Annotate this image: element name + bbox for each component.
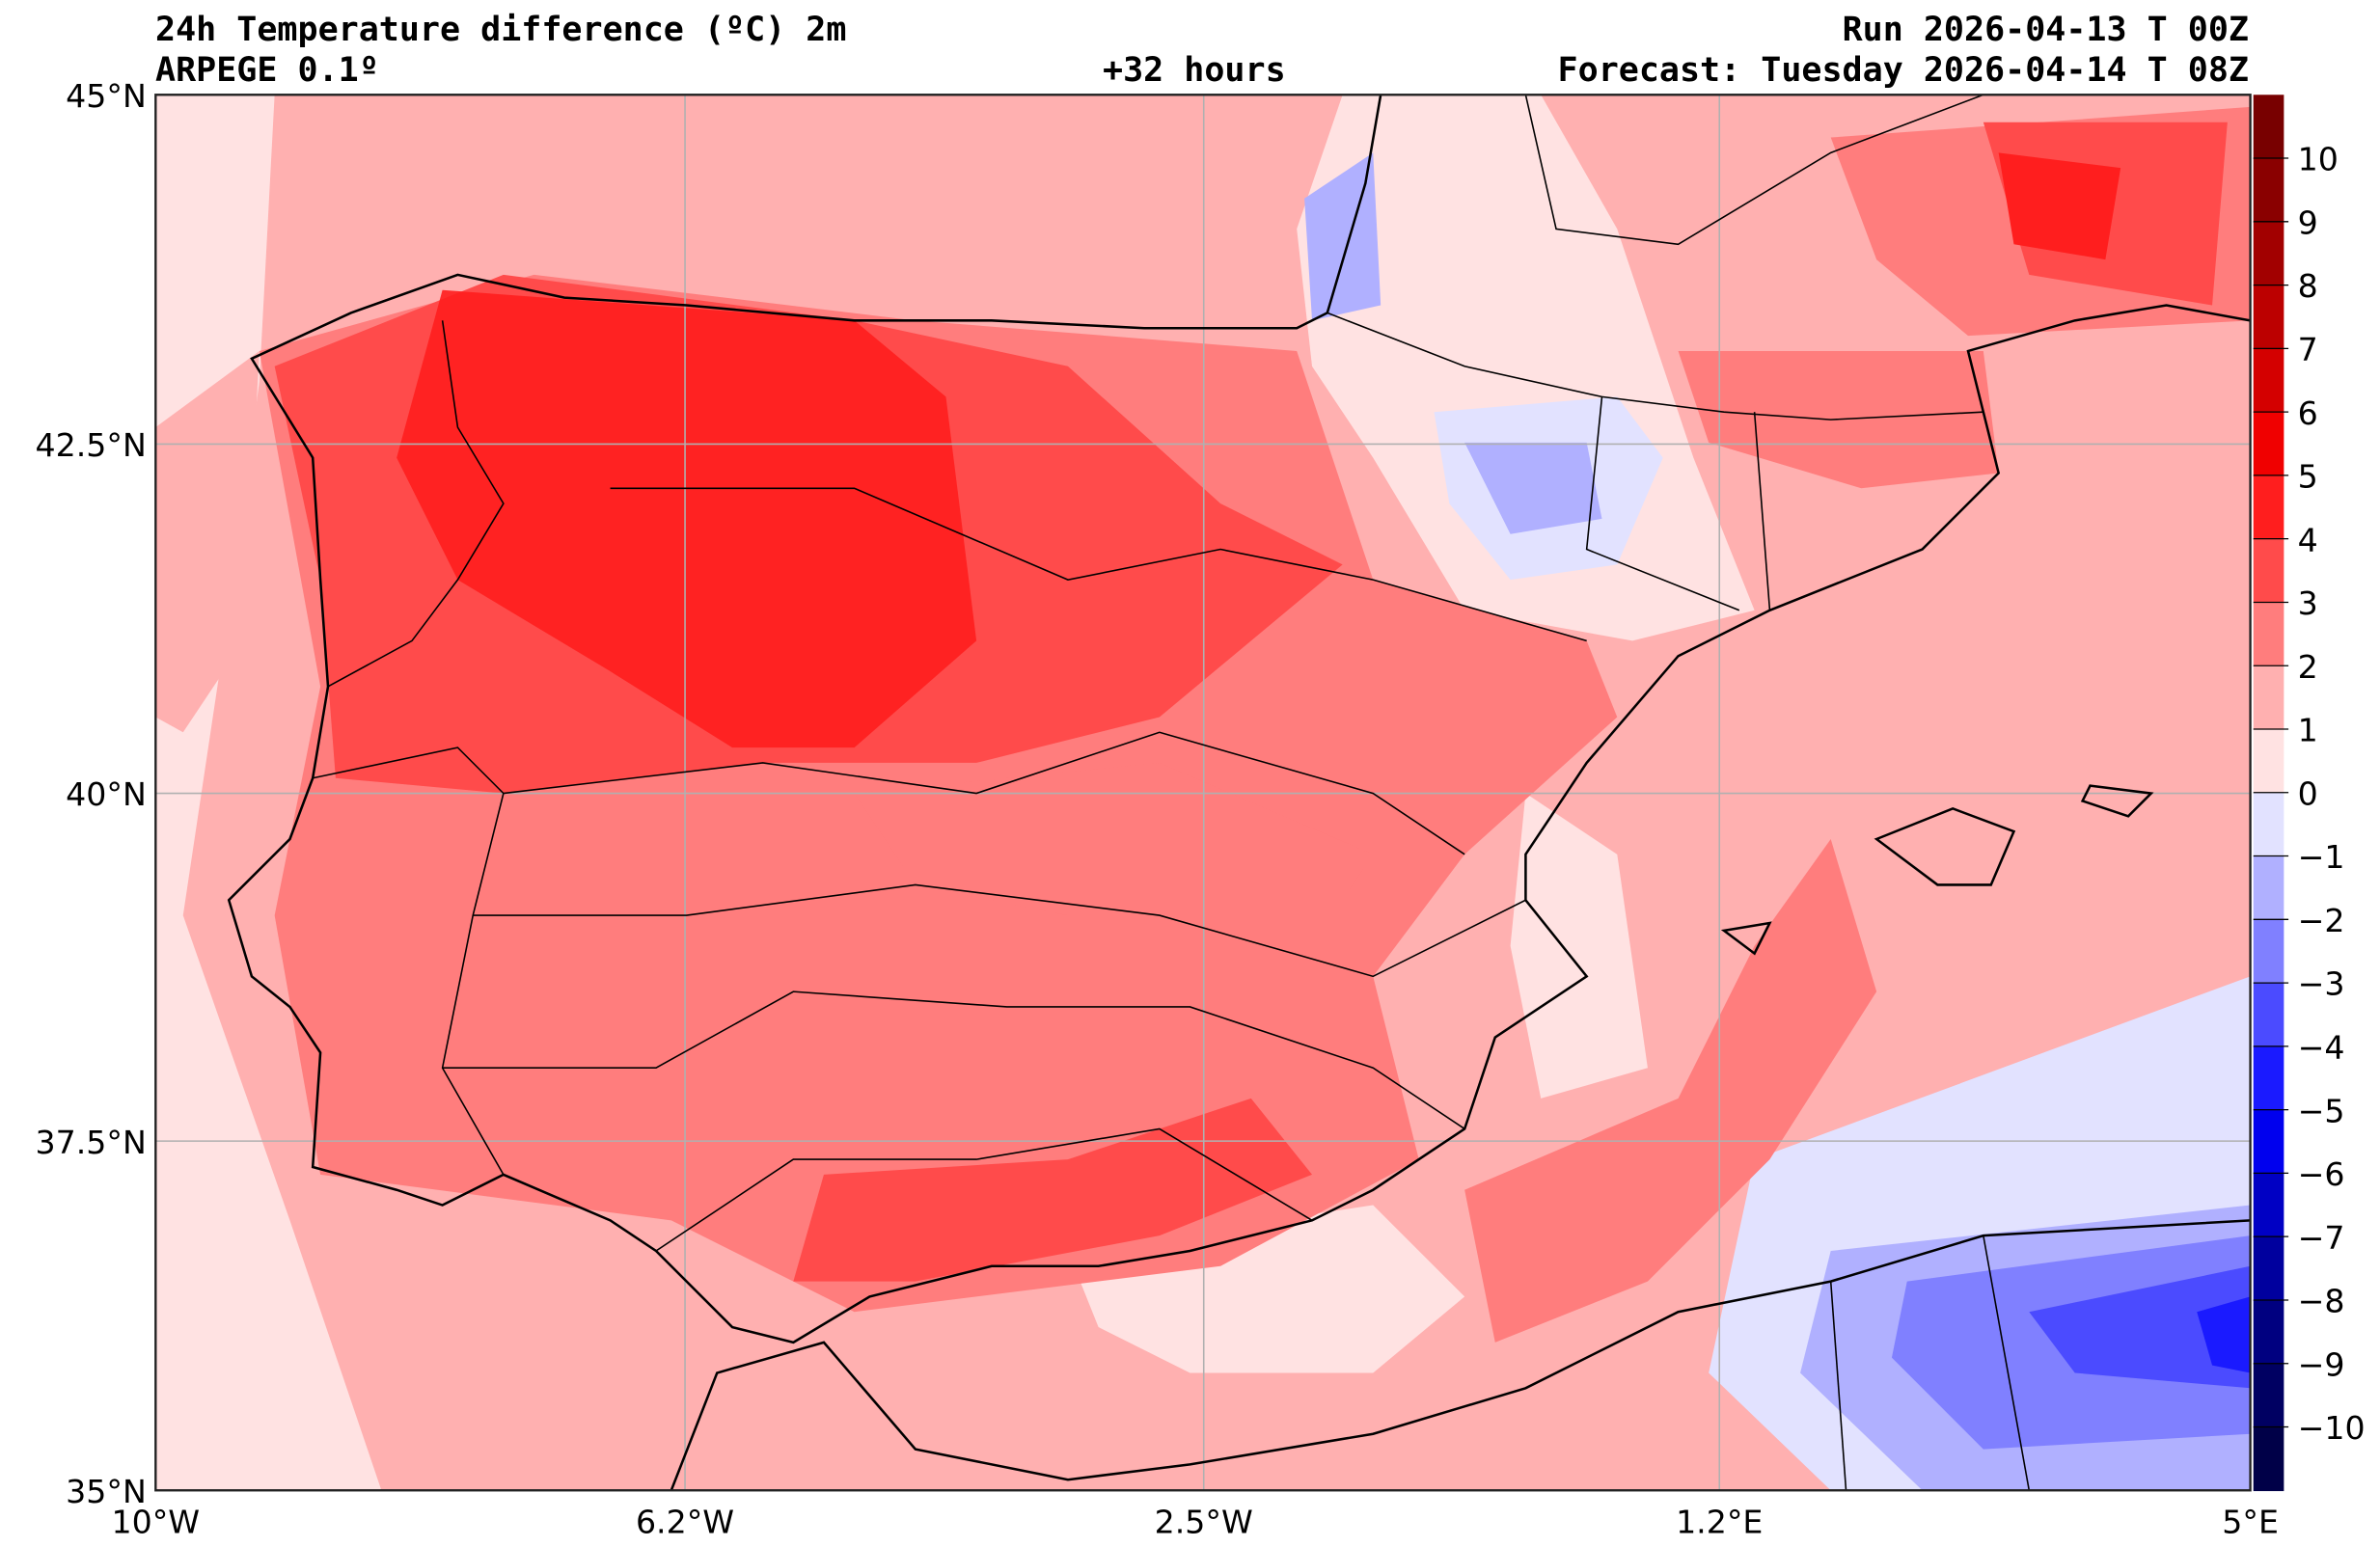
- colorbar-tick-label: −5: [2298, 1092, 2345, 1129]
- forecast-label: Forecast: Tuesday 2026-04-14 T 08Z: [1557, 51, 2249, 90]
- colorbar-tick-label: 2: [2298, 648, 2318, 686]
- x-tick-label: 10°W: [111, 1504, 200, 1541]
- colorbar-bin: [2253, 348, 2284, 413]
- x-axis-ticks: 10°W 6.2°W 2.5°W 1.2°E 5°E: [111, 1504, 2278, 1541]
- colorbar-bin: [2253, 475, 2284, 540]
- x-tick-label: 2.5°W: [1155, 1504, 1253, 1541]
- colorbar-bin: [2253, 1299, 2284, 1365]
- colorbar-bin: [2253, 1109, 2284, 1175]
- colorbar-tick-label: 10: [2298, 141, 2339, 178]
- colorbar-bin: [2253, 412, 2284, 476]
- colorbar-tick-label: 7: [2298, 331, 2318, 368]
- colorbar-tick-label: −6: [2298, 1155, 2345, 1193]
- colorbar-bin: [2253, 919, 2284, 984]
- colorbar-tick-label: −8: [2298, 1283, 2345, 1320]
- x-tick-label: 1.2°E: [1676, 1504, 1763, 1541]
- colorbar-bin: [2253, 602, 2284, 667]
- y-tick-label: 45°N: [66, 77, 147, 115]
- colorbar-tick-label: −9: [2298, 1345, 2345, 1383]
- colorbar-bin: [2253, 728, 2284, 794]
- borders: [313, 95, 2031, 1491]
- colorbar-tick-label: 8: [2298, 267, 2318, 305]
- y-tick-label: 35°N: [66, 1473, 147, 1510]
- colorbar-tick-label: 6: [2298, 394, 2318, 432]
- colorbar-tick-label: 1: [2298, 712, 2318, 749]
- colorbar-bin: [2253, 1363, 2284, 1428]
- chart-title: 24h Temperature difference (ºC) 2m: [155, 11, 847, 49]
- y-tick-label: 40°N: [66, 775, 147, 813]
- colorbar-tick-label: −2: [2298, 902, 2345, 939]
- colorbar-bin: [2253, 855, 2284, 921]
- colorbar-tick-label: −7: [2298, 1219, 2345, 1257]
- colorbar-tick-label: −1: [2298, 838, 2345, 876]
- colorbar-tick-label: 0: [2298, 774, 2318, 812]
- x-tick-label: 6.2°W: [636, 1504, 734, 1541]
- coastlines: [227, 95, 2251, 1491]
- colorbar-bin: [2253, 1236, 2284, 1301]
- y-tick-label: 37.5°N: [35, 1124, 146, 1161]
- colorbar-bin: [2253, 285, 2284, 350]
- colorbar-tick-label: 4: [2298, 521, 2318, 558]
- colorbar-bin: [2253, 1045, 2284, 1111]
- model-label: ARPEGE 0.1º: [155, 51, 379, 90]
- run-label: Run 2026-04-13 T 00Z: [1842, 11, 2249, 49]
- colorbar-tick-label: 9: [2298, 204, 2318, 241]
- map-frame: [154, 94, 2252, 1492]
- colorbar-tick-label: −10: [2298, 1409, 2366, 1447]
- colorbar-bin: [2253, 1426, 2284, 1492]
- y-tick-label: 42.5°N: [35, 426, 146, 464]
- colorbar-bin: [2253, 95, 2284, 159]
- colorbar-tick-label: −4: [2298, 1029, 2345, 1067]
- colorbar-bin: [2253, 221, 2284, 286]
- colorbar-bin: [2253, 665, 2284, 730]
- colorbar-bin: [2253, 1173, 2284, 1237]
- colorbar-bin: [2253, 983, 2284, 1047]
- colorbar-tick-label: −3: [2298, 965, 2345, 1003]
- y-axis-ticks: 45°N 42.5°N 40°N 37.5°N 35°N: [35, 77, 146, 1510]
- colorbar-bin: [2253, 792, 2284, 857]
- colorbar-bin: [2253, 538, 2284, 604]
- colorbar-tick-label: 3: [2298, 584, 2318, 622]
- colorbar-bin: [2253, 158, 2284, 223]
- x-tick-label: 5°E: [2222, 1504, 2279, 1541]
- lead-time-label: +32 hours: [1103, 51, 1286, 90]
- colorbar-tick-label: 5: [2298, 458, 2318, 496]
